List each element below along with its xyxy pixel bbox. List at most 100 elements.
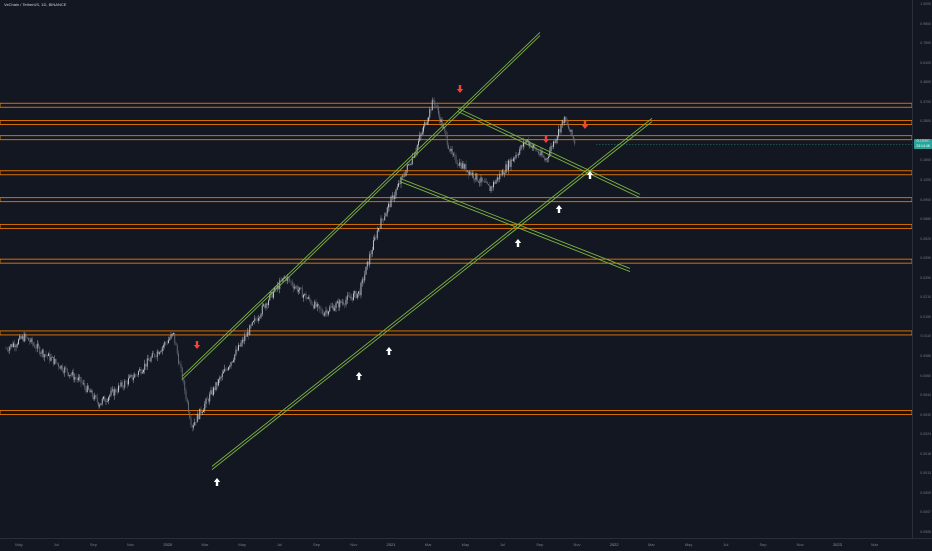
candle-body	[526, 139, 528, 142]
candle-body	[296, 286, 298, 292]
candle-body	[198, 414, 199, 420]
candle-body	[18, 339, 19, 345]
candle-body	[86, 385, 88, 393]
candle-body	[401, 175, 403, 178]
candle-body	[223, 371, 224, 374]
candle-body	[91, 390, 93, 397]
candle-body	[253, 320, 254, 322]
candle-body	[511, 159, 513, 161]
candle-body	[518, 154, 519, 155]
candle-body	[319, 305, 321, 309]
candle-body	[505, 164, 507, 174]
candle-body	[440, 119, 442, 123]
support-resistance-level	[0, 197, 912, 203]
candle-body	[175, 342, 177, 346]
candle-body	[378, 228, 379, 231]
candle-body	[371, 250, 373, 254]
candle-body	[138, 371, 139, 375]
candle-body	[10, 344, 12, 348]
candle-body	[428, 117, 429, 122]
candle-body	[68, 372, 69, 376]
candle-body	[490, 186, 492, 192]
candle-body	[513, 158, 514, 161]
candle-body	[338, 301, 339, 308]
candle-body	[173, 332, 174, 334]
chart-area[interactable]: VeChain / TetherUS, 1D, BINANCE	[0, 0, 912, 538]
candle-body	[114, 389, 116, 396]
candle-body	[448, 145, 449, 150]
candle-body	[111, 389, 113, 391]
sell-arrow-icon	[542, 135, 550, 143]
candle-body	[54, 358, 56, 365]
price-tick: 0.0080	[920, 354, 931, 358]
candle-body	[126, 381, 128, 385]
candle-body	[288, 277, 289, 279]
candle-body	[481, 177, 483, 181]
candle-body	[540, 151, 542, 156]
candle-body	[501, 170, 503, 176]
candle-body	[456, 162, 458, 165]
candle-body	[59, 366, 61, 369]
time-tick: Sep	[536, 542, 544, 547]
candle-body	[123, 386, 124, 388]
candle-body	[395, 189, 397, 196]
candle-body	[228, 367, 229, 371]
candle-body	[336, 301, 338, 304]
candle-body	[235, 349, 237, 355]
candle-body	[25, 333, 27, 338]
candle-body	[148, 358, 149, 361]
candle-body	[431, 100, 433, 111]
candle-body	[314, 301, 316, 309]
candle-body	[118, 385, 119, 393]
candle-body	[289, 278, 291, 282]
candle-body	[186, 399, 188, 402]
buy-arrow-icon	[355, 372, 363, 380]
candle-body	[104, 396, 106, 402]
candle-body	[190, 418, 192, 426]
time-axis[interactable]: May Jul Sep Nov 2020 Mar May Jul Sep Nov 2021 Mar Ma…	[0, 538, 932, 551]
candle-body	[184, 380, 186, 391]
time-tick: Mar	[424, 542, 432, 547]
candle-body	[405, 170, 407, 176]
candle-body	[53, 356, 54, 365]
price-tick: 0.9500	[920, 21, 931, 26]
candle-body	[135, 374, 137, 375]
time-tick: May	[15, 542, 23, 547]
candle-body	[553, 141, 554, 147]
price-axis[interactable]: 0.13200 23:14:48 1.0000 0.9500 0.7500 0.610…	[912, 0, 932, 538]
candle-body	[334, 307, 336, 311]
price-chart[interactable]	[0, 0, 912, 538]
candle-body	[99, 404, 101, 407]
candle-body	[424, 122, 426, 127]
candle-body	[425, 122, 427, 125]
time-tick: 2023	[832, 542, 842, 547]
candle-body	[110, 390, 112, 396]
candle-body	[426, 121, 428, 125]
candle-body	[210, 390, 212, 395]
candle-body	[429, 109, 431, 118]
candle-body	[100, 403, 102, 405]
price-tick: 0.2100	[920, 138, 931, 143]
candle-body	[449, 149, 451, 152]
candle-body	[530, 143, 532, 148]
candle-body	[373, 240, 374, 251]
candle-body	[460, 162, 462, 169]
candle-body	[339, 300, 341, 308]
candle-body	[303, 294, 304, 298]
candle-body	[66, 368, 68, 373]
candle-body	[258, 318, 259, 321]
candle-body	[113, 389, 114, 396]
candle-body	[120, 382, 122, 387]
candle-body	[131, 375, 133, 380]
candle-body	[256, 319, 258, 321]
candle-body	[330, 306, 332, 308]
candle-body	[139, 369, 141, 372]
price-tick: 0.0044	[920, 393, 931, 398]
candle-body	[245, 335, 247, 337]
candle-body	[525, 141, 527, 144]
candle-body	[234, 354, 236, 361]
candle-body	[78, 377, 79, 380]
price-tick: 0.2800	[920, 119, 931, 124]
candle-body	[40, 353, 42, 354]
trendline	[211, 118, 653, 467]
